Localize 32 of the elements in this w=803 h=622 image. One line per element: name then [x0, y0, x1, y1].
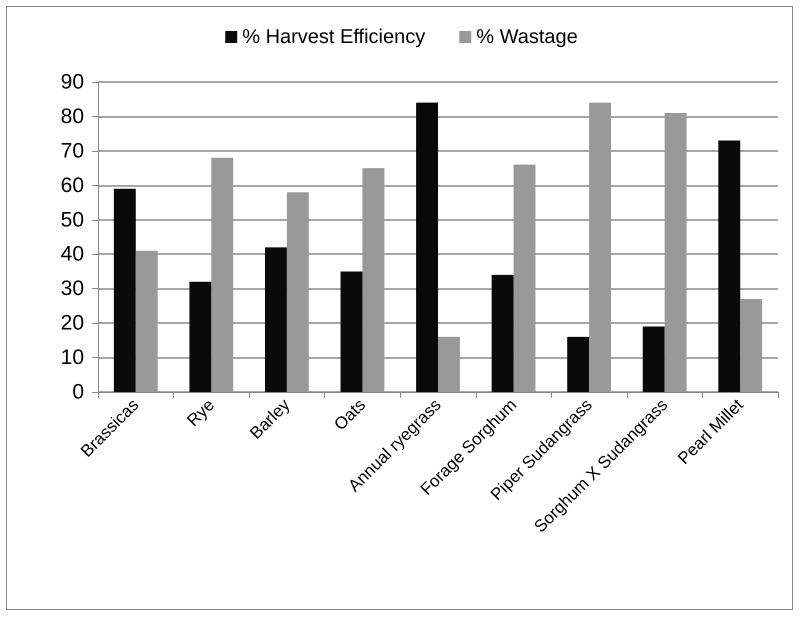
y-tick-label: 70 [60, 139, 84, 162]
y-tick-label: 10 [60, 346, 84, 370]
y-tick-label: 40 [60, 242, 84, 266]
bar [189, 282, 212, 392]
bar [416, 102, 438, 392]
bar [362, 168, 384, 392]
bar [136, 250, 158, 392]
y-tick-label: 90 [60, 70, 84, 94]
bar [664, 113, 687, 392]
bar [286, 192, 309, 392]
y-tick-label: 80 [60, 104, 84, 128]
legend-label: % Harvest Efficiency [242, 26, 426, 48]
bar [589, 102, 612, 392]
bar [340, 271, 362, 392]
y-tick-label: 50 [60, 208, 84, 232]
y-tick-label: 20 [60, 312, 84, 335]
bar [567, 336, 590, 392]
bar [438, 336, 460, 392]
bar [114, 188, 136, 392]
bar [740, 299, 762, 392]
bar [264, 247, 287, 392]
bar [211, 158, 234, 392]
legend-label: % Wastage [476, 26, 578, 48]
bar [718, 140, 740, 392]
bar [492, 274, 514, 392]
x-tick-label: Oats [330, 395, 370, 434]
bar [514, 164, 536, 392]
y-tick-label: 60 [60, 174, 84, 197]
x-tick-label: Rye [183, 395, 218, 430]
y-tick-label: 30 [60, 277, 84, 300]
bar [642, 326, 665, 392]
y-tick-label: 0 [72, 380, 84, 404]
